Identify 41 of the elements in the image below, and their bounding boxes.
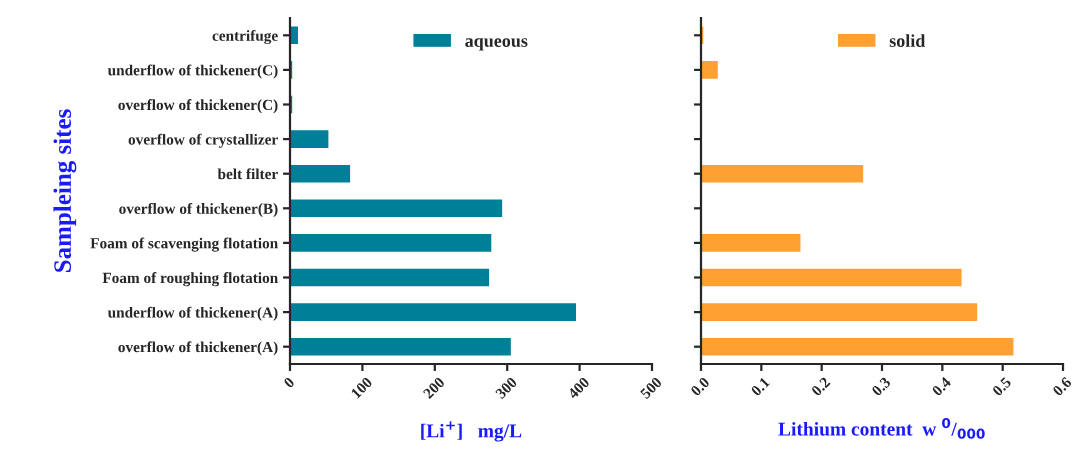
bar <box>701 301 979 323</box>
bar <box>701 59 720 81</box>
bar <box>701 232 802 254</box>
y-tick-label: Foam of scavenging flotation <box>90 237 278 252</box>
bar <box>701 336 1015 357</box>
x-axis-title: [Li$^{+}$] mg/L <box>421 421 522 442</box>
x-tick-label: 0.4 <box>931 376 952 397</box>
x-tick-label: 200 <box>422 376 446 400</box>
y-tick-label: Foam of roughing flotation <box>102 272 278 287</box>
x-tick-label: 400 <box>567 376 590 400</box>
y-tick-label: overflow of thickener(A) <box>118 341 278 356</box>
x-tick-label: 100 <box>350 376 373 399</box>
x-tick-label: 0 <box>283 376 295 389</box>
bar <box>290 198 504 219</box>
y-tick-label: overflow of crystallizer <box>128 133 278 148</box>
y-tick-label: belt filter <box>217 168 278 180</box>
y-tick-label: centrifuge <box>212 29 278 45</box>
x-tick-label: 300 <box>494 376 518 400</box>
x-axis-title: Lithium content w $^{0}$/$_{000}$ <box>778 417 985 439</box>
x-tick-label: 0.5 <box>991 376 1012 397</box>
x-tick-label: 0.6 <box>1052 376 1073 397</box>
bar <box>290 232 493 254</box>
legend-label: aqueous <box>465 38 528 51</box>
bar <box>290 301 578 323</box>
bar <box>290 128 330 150</box>
bar <box>290 267 491 288</box>
y-tick-label: underflow of thickener(C) <box>107 64 278 79</box>
bar <box>701 267 963 288</box>
x-tick-label: 0.0 <box>690 376 711 397</box>
bar <box>701 163 865 184</box>
x-tick-label: 0.2 <box>810 376 831 397</box>
bar <box>290 163 352 184</box>
x-tick-label: 0.3 <box>871 376 892 397</box>
y-tick-label: overflow of thickener(C) <box>118 99 278 114</box>
y-axis-title: Sampleing sites <box>53 109 77 272</box>
x-tick-label: 0.1 <box>750 376 771 397</box>
bar <box>290 336 513 357</box>
y-tick-label: overflow of thickener(B) <box>119 202 278 217</box>
legend-label: solid <box>889 34 926 47</box>
y-tick-label: underflow of thickener(A) <box>107 306 278 321</box>
x-tick-label: 500 <box>639 376 663 400</box>
